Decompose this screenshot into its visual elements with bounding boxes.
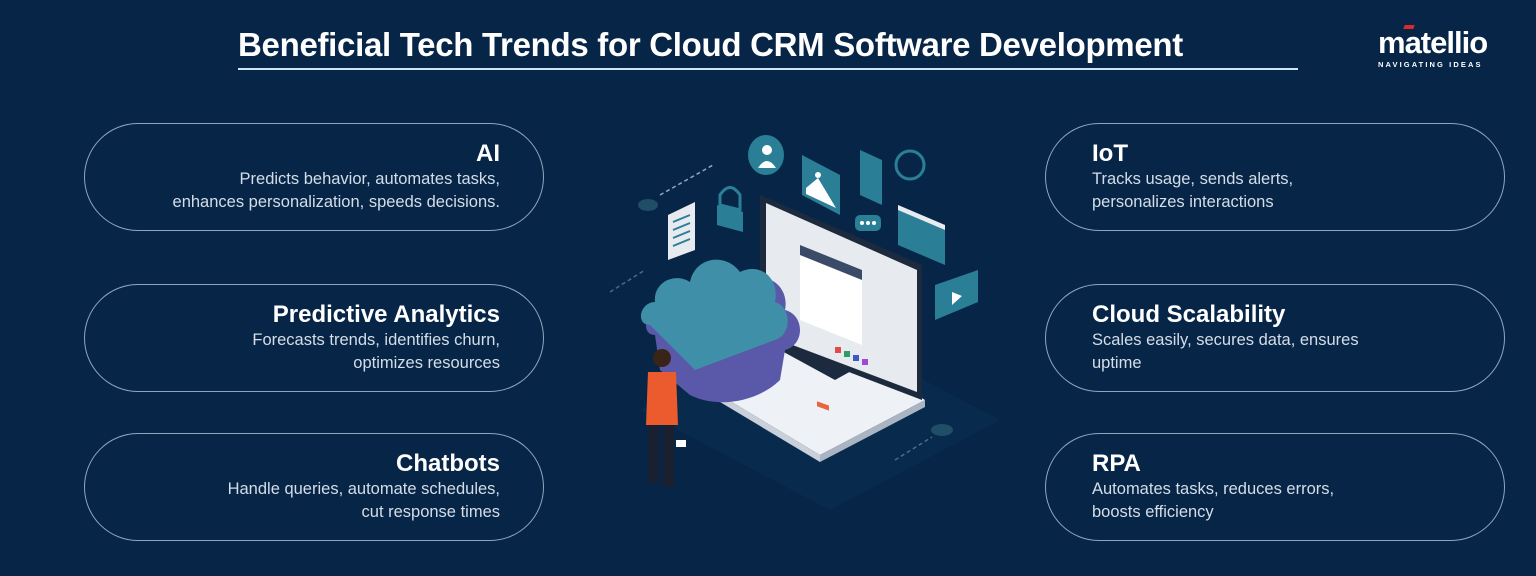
card-desc-line1: Automates tasks, reduces errors, bbox=[1092, 480, 1335, 498]
image-icon bbox=[802, 155, 840, 215]
login-dialog-icon bbox=[800, 245, 862, 411]
title-underline bbox=[238, 68, 1298, 70]
card-title: Predictive Analytics bbox=[272, 301, 500, 328]
card-desc-line1: Predicts behavior, automates tasks, bbox=[239, 170, 500, 188]
cloud-crm-illustration bbox=[580, 110, 1000, 530]
card-desc-line2: personalizes interactions bbox=[1092, 193, 1274, 211]
arrow-icon bbox=[894, 436, 933, 461]
folder-icon bbox=[898, 205, 945, 265]
phone-icon bbox=[860, 150, 882, 205]
logo-wordmark: matellio bbox=[1378, 25, 1508, 60]
card-desc-line2: uptime bbox=[1092, 354, 1142, 372]
trend-card-iot: IoT Tracks usage, sends alerts, personal… bbox=[1045, 123, 1505, 231]
logo-word-text: matellio bbox=[1378, 25, 1488, 60]
illustration-svg bbox=[609, 135, 1000, 510]
card-title: Cloud Scalability bbox=[1092, 301, 1286, 328]
logo-accent-mark bbox=[1403, 25, 1415, 29]
sync-icon bbox=[894, 149, 926, 181]
person-figure bbox=[646, 349, 686, 487]
document-icon bbox=[668, 202, 695, 260]
card-title: AI bbox=[476, 140, 500, 167]
card-desc-line2: cut response times bbox=[361, 503, 500, 521]
logo-tagline: NAVIGATING IDEAS bbox=[1378, 60, 1483, 69]
trend-card-predictive-analytics: Predictive Analytics Forecasts trends, i… bbox=[84, 284, 544, 392]
card-desc-line2: boosts efficiency bbox=[1092, 503, 1214, 521]
card-desc-line1: Scales easily, secures data, ensures bbox=[1092, 331, 1359, 349]
chat-bubble-icon bbox=[855, 215, 881, 231]
trend-card-cloud-scalability: Cloud Scalability Scales easily, secures… bbox=[1045, 284, 1505, 392]
card-desc-line2: optimizes resources bbox=[353, 354, 500, 372]
trend-card-ai: AI Predicts behavior, automates tasks, e… bbox=[84, 123, 544, 231]
play-icon bbox=[935, 270, 978, 320]
lock-icon bbox=[717, 186, 743, 232]
card-desc-line1: Forecasts trends, identifies churn, bbox=[252, 331, 500, 349]
trend-card-rpa: RPA Automates tasks, reduces errors, boo… bbox=[1045, 433, 1505, 541]
card-desc-line1: Handle queries, automate schedules, bbox=[227, 480, 500, 498]
trend-card-chatbots: Chatbots Handle queries, automate schedu… bbox=[84, 433, 544, 541]
arrow-icon bbox=[659, 164, 714, 196]
cloud-icon bbox=[640, 259, 800, 403]
card-title: RPA bbox=[1092, 450, 1141, 477]
card-desc-line1: Tracks usage, sends alerts, bbox=[1092, 170, 1294, 188]
card-title: IoT bbox=[1092, 140, 1128, 167]
card-desc-line2: enhances personalization, speeds decisio… bbox=[172, 193, 500, 211]
brand-logo: matellio NAVIGATING IDEAS bbox=[1378, 25, 1508, 69]
arrow-icon bbox=[609, 269, 646, 293]
card-title: Chatbots bbox=[396, 450, 500, 477]
page-title: Beneficial Tech Trends for Cloud CRM Sof… bbox=[238, 26, 1183, 63]
user-icon bbox=[748, 135, 784, 175]
